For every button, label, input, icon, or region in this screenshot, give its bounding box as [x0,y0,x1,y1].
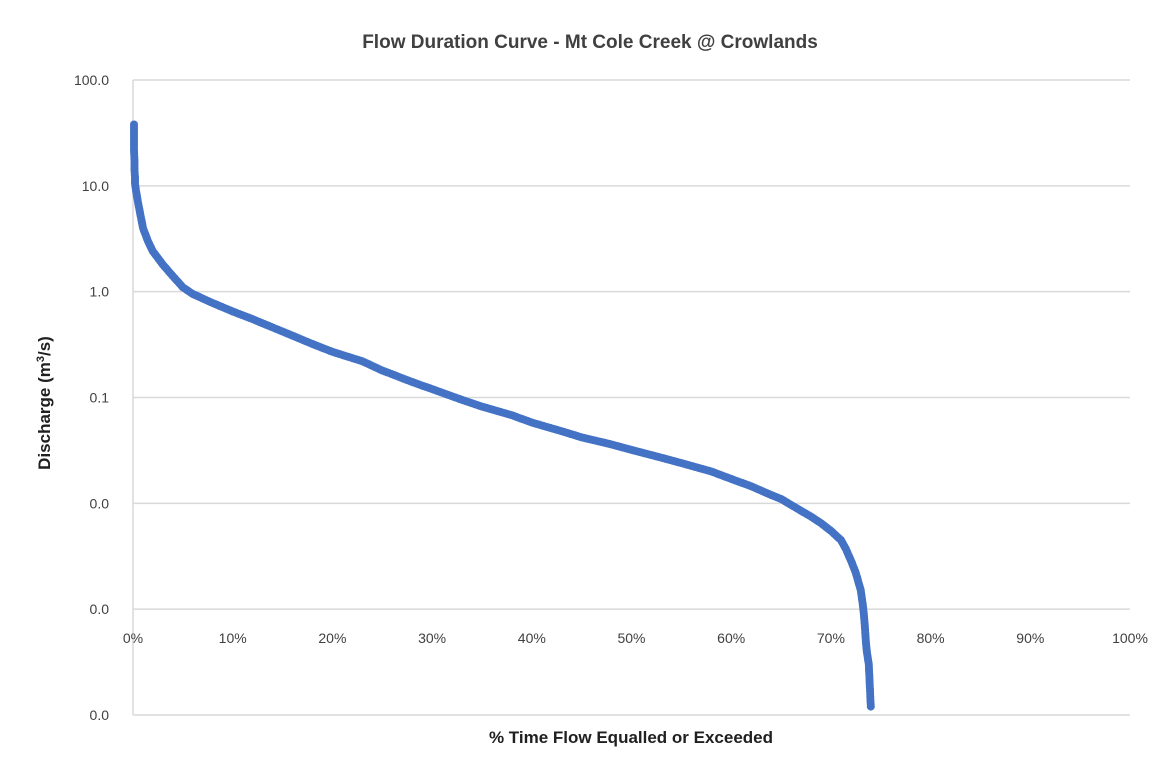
y-axis-title-superscript: 3 [35,356,47,362]
x-tick-label: 40% [518,630,546,646]
y-axis-title-main: Discharge (m [35,362,54,470]
x-tick-label: 70% [817,630,845,646]
chart-title: Flow Duration Curve - Mt Cole Creek @ Cr… [362,32,818,53]
y-axis-ticks: 100.0 10.0 1.0 0.1 0.0 0.0 0.0 [74,72,109,723]
y-tick-label: 0.0 [90,601,110,617]
y-tick-label: 0.1 [90,390,110,406]
x-tick-label: 10% [219,630,247,646]
x-tick-label: 60% [717,630,745,646]
y-tick-label: 1.0 [90,284,110,300]
data-point [866,702,875,711]
x-tick-label: 0% [123,630,143,646]
y-tick-label: 10.0 [82,178,109,194]
y-tick-label: 0.0 [90,707,110,723]
x-tick-label: 80% [917,630,945,646]
x-tick-label: 50% [617,630,645,646]
x-tick-label: 90% [1016,630,1044,646]
x-tick-label: 20% [318,630,346,646]
x-axis-title: % Time Flow Equalled or Exceeded [489,728,773,747]
y-tick-label: 100.0 [74,72,109,88]
y-axis-title-end: /s) [35,336,54,356]
x-tick-label: 100% [1112,630,1148,646]
y-axis-title: Discharge (m3/s) [35,336,54,470]
y-tick-label: 0.0 [90,495,110,511]
x-tick-label: 30% [418,630,446,646]
x-axis-ticks: 0% 10% 20% 30% 40% 50% 60% 70% 80% 90% 100% [123,630,1148,646]
gridlines [132,79,1130,716]
data-points [130,120,875,711]
